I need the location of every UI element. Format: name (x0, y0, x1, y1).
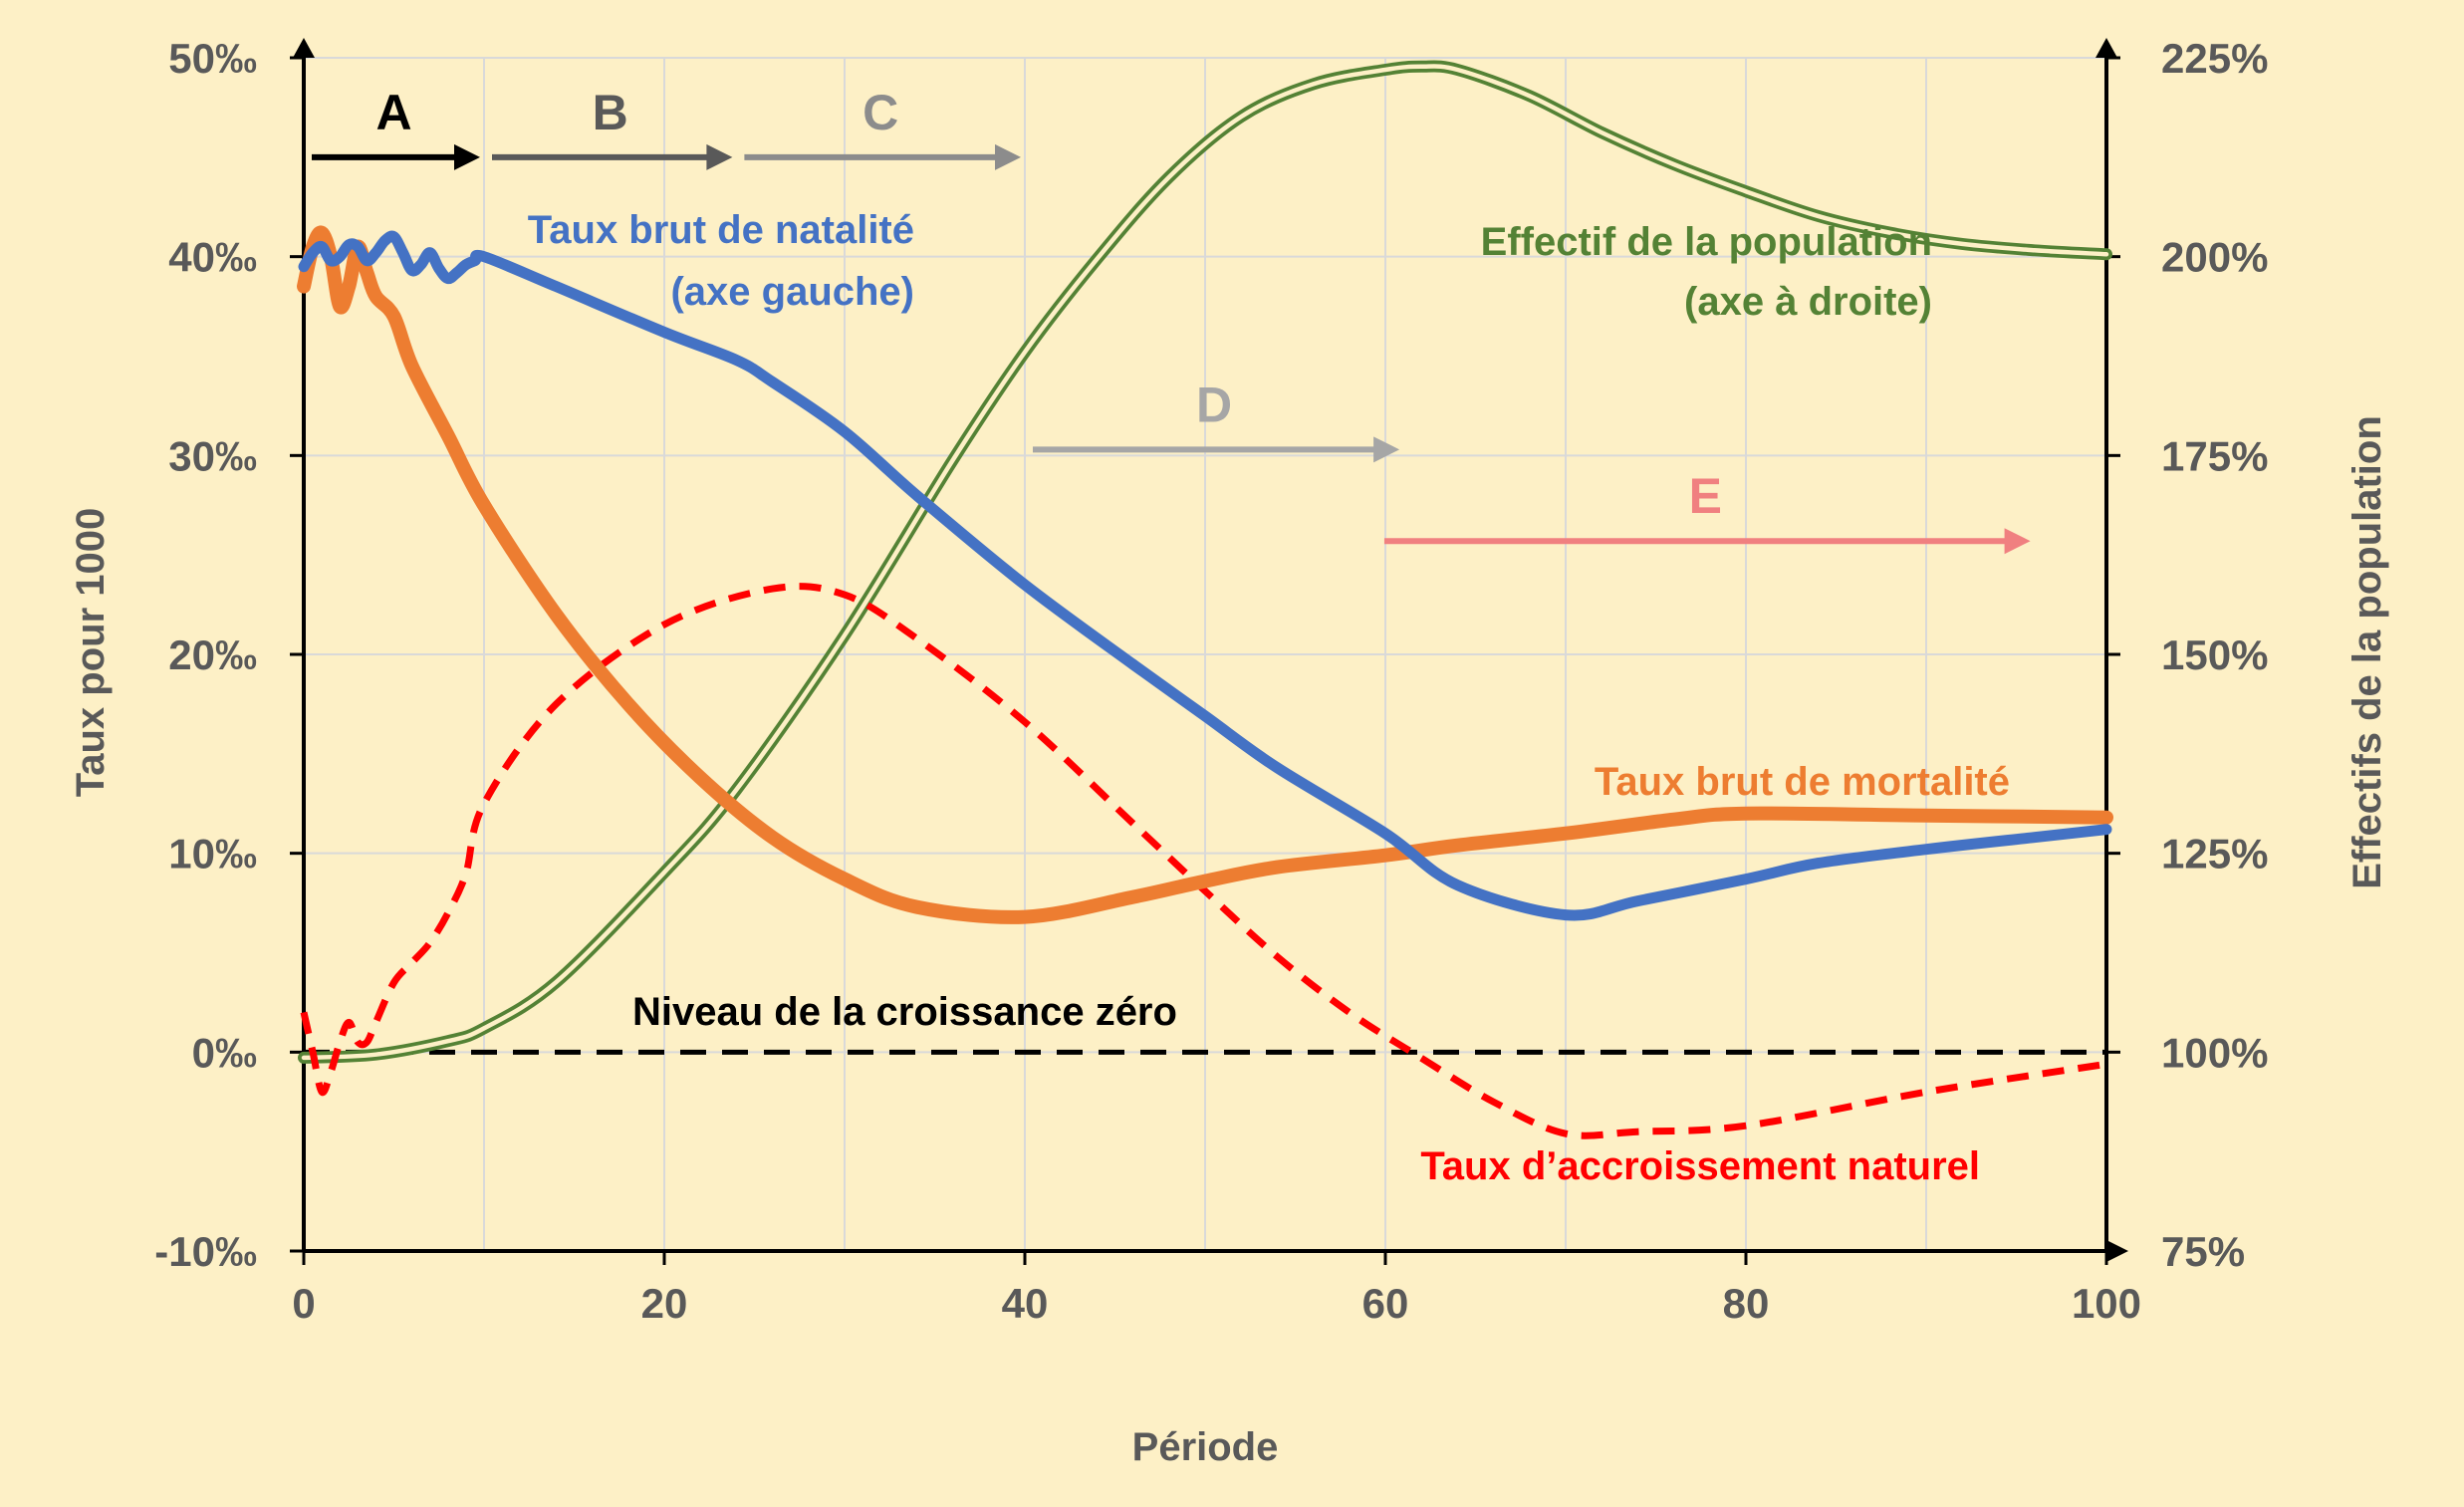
y-left-tick-label: 40‰ (168, 234, 257, 281)
phase-arrowhead-c (995, 143, 1021, 170)
series-label-zero: Niveau de la croissance zéro (632, 990, 1177, 1034)
y-left-tick-label: 10‰ (168, 831, 257, 878)
y-right-tick-label: 200% (2161, 234, 2268, 281)
x-tick-label: 40 (1002, 1280, 1049, 1327)
y-axis-left-arrowhead (293, 38, 315, 58)
x-tick-label: 100 (2072, 1280, 2141, 1327)
x-tick-label: 20 (641, 1280, 688, 1327)
phase-label-b: B (593, 85, 628, 140)
series-label-population-axis: (axe à droite) (1684, 280, 1932, 324)
y-right-tick-label: 150% (2161, 631, 2268, 678)
phase-label-a: A (375, 85, 411, 140)
x-tick-label: 60 (1362, 1280, 1409, 1327)
y-right-tick-label: 225% (2161, 35, 2268, 82)
y-axis-left-title: Taux pour 1000 (69, 508, 113, 797)
axes: 0 20 40 60 80 100 -10‰ 0‰ 10‰ 20‰ 30‰ 40‰ 50‰ 75% 100%… (154, 35, 2268, 1327)
y-left-tick-label: 20‰ (168, 631, 257, 678)
series (297, 60, 2113, 1139)
y-left-tick-label: 50‰ (168, 35, 257, 82)
phase-arrowhead-e (2004, 528, 2031, 555)
series-natalite-line (298, 230, 2112, 921)
phase-label-d: D (1196, 377, 1232, 432)
series-label-accroissement: Taux d’accroissement naturel (1420, 1144, 1980, 1188)
y-right-tick-label: 175% (2161, 432, 2268, 479)
phase-arrowhead-d (1373, 436, 1400, 463)
series-label-mortalite: Taux brut de mortalité (1595, 760, 2010, 804)
phase-arrowhead-a (454, 143, 480, 170)
y-axis-right-arrowhead (2095, 38, 2117, 58)
y-left-tick-label: 0‰ (192, 1029, 257, 1076)
y-left-tick-label: -10‰ (154, 1228, 257, 1275)
y-right-tick-label: 100% (2161, 1029, 2268, 1076)
series-label-natalite: Taux brut de natalité (528, 208, 914, 252)
phase-label-c: C (862, 85, 898, 140)
phase-arrows: A B C D E (312, 85, 2031, 555)
y-axis-right-title: Effectifs de la population (2345, 415, 2389, 889)
x-axis-title: Période (1132, 1425, 1279, 1469)
y-right-tick-label: 125% (2161, 831, 2268, 878)
series-label-natalite-axis: (axe gauche) (670, 270, 914, 314)
series-accroissement-line (300, 583, 2107, 1139)
series-label-population: Effectif de la population (1481, 220, 1932, 264)
phase-label-e: E (1689, 468, 1722, 524)
series-mortalite-line (297, 225, 2113, 924)
series-population-line-inner (301, 64, 2109, 1061)
x-tick-label: 0 (292, 1280, 315, 1327)
y-right-tick-label: 75% (2161, 1228, 2245, 1275)
labels: Période Taux pour 1000 Effectifs de la p… (69, 208, 2389, 1469)
y-left-tick-label: 30‰ (168, 432, 257, 479)
phase-arrowhead-b (706, 143, 733, 170)
x-tick-label: 80 (1723, 1280, 1770, 1327)
